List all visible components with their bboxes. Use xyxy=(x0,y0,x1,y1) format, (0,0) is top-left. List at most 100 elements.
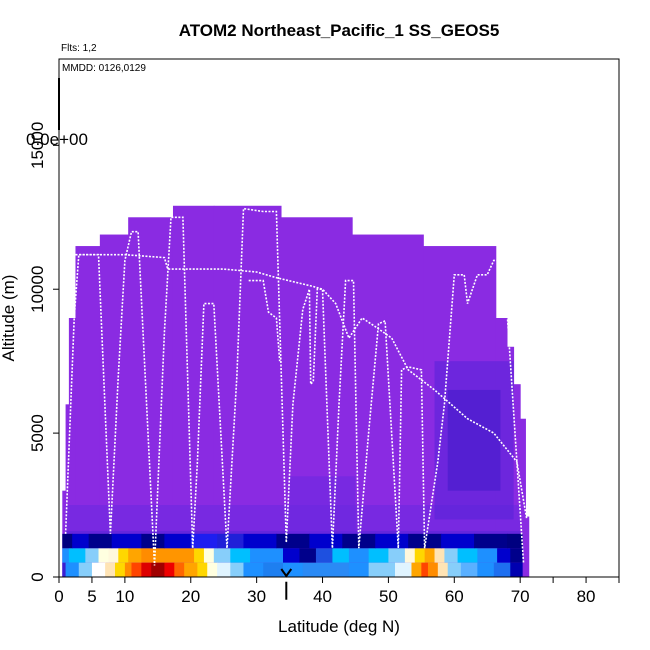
heatmap-cell xyxy=(276,533,310,549)
heatmap-cell xyxy=(154,548,195,563)
heatmap-cell xyxy=(368,562,396,577)
heatmap-cell xyxy=(124,562,132,577)
y-axis-label: Altitude (m) xyxy=(0,275,18,362)
heatmap-cell xyxy=(474,533,508,549)
x-tick-label: 0 xyxy=(54,587,63,606)
heatmap-cell xyxy=(510,562,523,577)
heatmap-cell xyxy=(263,562,284,577)
x-tick-label: 40 xyxy=(313,587,332,606)
heatmap-cell xyxy=(230,548,251,563)
x-axis: 0 5 10 20 30 40 50 60 70 80 xyxy=(54,577,620,606)
heatmap-cell xyxy=(497,548,511,563)
heatmap-cell xyxy=(164,562,175,577)
heatmap-cell xyxy=(424,548,436,563)
heatmap-cell xyxy=(203,548,215,563)
heatmap-patch xyxy=(447,389,501,491)
curtain-column xyxy=(68,318,76,577)
heatmap-cell xyxy=(348,548,370,563)
heatmap-cell xyxy=(217,562,231,577)
heatmap-cell xyxy=(315,548,333,563)
heatmap-cell xyxy=(348,562,370,577)
heatmap-cell xyxy=(250,548,284,563)
heatmap-cell xyxy=(477,548,498,563)
heatmap-cell xyxy=(85,548,100,563)
heatmap-cell xyxy=(414,548,426,563)
heatmap-cell xyxy=(62,562,67,577)
heatmap-cell xyxy=(207,562,218,577)
plot-area xyxy=(62,205,530,577)
heatmap-cell xyxy=(141,548,156,563)
heatmap-cell xyxy=(477,562,495,577)
heatmap-cell xyxy=(213,548,231,563)
heatmap-cell xyxy=(184,562,198,577)
heatmap-cell xyxy=(230,562,244,577)
flight-profile xyxy=(75,253,528,520)
x-tick-label: 5 xyxy=(87,587,96,606)
heatmap-patch xyxy=(289,476,356,534)
arrow-marker-head xyxy=(280,568,293,578)
heatmap-cell xyxy=(441,533,475,549)
heatmap-cell xyxy=(118,548,129,563)
heatmap-cell xyxy=(302,562,350,577)
heatmap-cell xyxy=(299,548,317,563)
x-tick-label: 10 xyxy=(115,587,134,606)
heatmap-cell xyxy=(111,533,142,549)
heatmap-cell xyxy=(194,548,205,563)
heatmap-cell xyxy=(332,548,350,563)
heatmap-cell xyxy=(283,548,300,563)
heatmap-cell xyxy=(493,562,511,577)
heatmap-cell xyxy=(141,562,152,577)
heatmap-cell xyxy=(128,548,142,563)
heatmap-cell xyxy=(217,533,244,549)
heatmap-cell xyxy=(434,548,445,563)
heatmap-cell xyxy=(91,562,106,577)
curtain-column xyxy=(525,516,530,577)
heatmap-cell xyxy=(115,562,126,577)
y-tick-label: 0 xyxy=(28,572,47,581)
heatmap-cell xyxy=(243,562,264,577)
curtain-column xyxy=(520,418,526,577)
heatmap-cell xyxy=(388,548,406,563)
chart-annotation: MMDD: 0126,0129 xyxy=(62,63,146,74)
heatmap-cell xyxy=(78,562,93,577)
x-tick-label: 20 xyxy=(181,587,200,606)
heatmap-cell xyxy=(98,548,109,563)
heatmap-cell xyxy=(421,562,429,577)
heatmap-cell xyxy=(62,533,73,549)
heatmap-cell xyxy=(444,548,459,563)
heatmap-cell xyxy=(72,533,90,549)
x-tick-label: 60 xyxy=(445,587,464,606)
heatmap-cell xyxy=(309,533,343,549)
y-tick-label: 15000 xyxy=(28,122,47,169)
flight-profile xyxy=(64,207,525,566)
heatmap-cell xyxy=(437,562,449,577)
heatmap-cell xyxy=(404,548,416,563)
x-tick-label: 30 xyxy=(247,587,266,606)
plot-frame xyxy=(58,58,620,578)
heatmap-cell xyxy=(62,548,70,563)
x-axis-label: Latitude (deg N) xyxy=(278,617,400,636)
heatmap-cell xyxy=(243,533,277,549)
heatmap-cell xyxy=(368,548,389,563)
heatmap-cell xyxy=(375,533,409,549)
heatmap-cell xyxy=(460,562,478,577)
x-tick-label: 50 xyxy=(379,587,398,606)
heatmap-cell xyxy=(88,533,113,549)
heatmap-cell xyxy=(197,562,208,577)
x-tick-label: 70 xyxy=(511,587,530,606)
heatmap-cell xyxy=(507,533,523,549)
heatmap-cell xyxy=(164,533,192,549)
heatmap-cell xyxy=(411,562,422,577)
heatmap-cell xyxy=(190,533,218,549)
heatmap-cell xyxy=(174,562,185,577)
y-tick-label: 5000 xyxy=(28,414,47,452)
heatmap-cell xyxy=(427,562,439,577)
heatmap-cell xyxy=(105,562,116,577)
chart-title: ATOM2 Northeast_Pacific_1 SS_GEOS5 xyxy=(179,21,500,40)
heatmap-cell xyxy=(510,548,523,563)
heatmap-cell xyxy=(68,548,86,563)
heatmap-cell xyxy=(457,548,478,563)
heatmap-cell xyxy=(131,562,142,577)
heatmap-cell xyxy=(395,562,412,577)
